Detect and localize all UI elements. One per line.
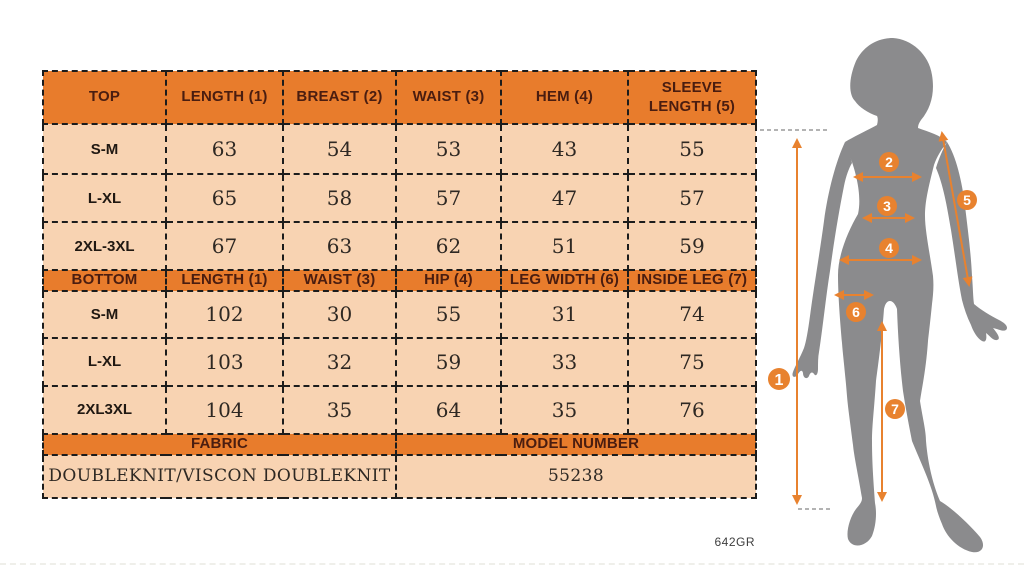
fabric-header: FABRIC [42,432,397,456]
marker-number: 4 [885,240,893,256]
size-label: S-M [42,289,167,339]
measurement-figure: 1 2 3 4 5 6 7 [760,38,1008,553]
marker-badge-2: 2 [879,152,899,172]
table-row: 2XL-3XL 67 63 62 51 59 [42,221,757,271]
table-row: L-XL 103 32 59 33 75 [42,336,757,387]
column-header: WAIST (3) [282,269,397,292]
table-cell: 55 [395,289,502,339]
marker-badge-4: 4 [879,238,899,258]
table-cell: 32 [282,336,397,387]
table-cell: 102 [165,289,284,339]
table-cell: 63 [165,123,284,175]
column-header: SLEEVE LENGTH (5) [627,70,757,125]
table-row: S-M 102 30 55 31 74 [42,289,757,339]
table-cell: 31 [500,289,629,339]
table-cell: 35 [282,384,397,435]
model-number-header: MODEL NUMBER [395,432,757,456]
marker-number: 5 [963,192,971,208]
marker-number: 7 [891,401,899,417]
table-cell: 47 [500,173,629,223]
table-cell: 104 [165,384,284,435]
column-header: LENGTH (1) [165,70,284,125]
table-row: S-M 63 54 53 43 55 [42,123,757,175]
table-cell: 103 [165,336,284,387]
fabric-value: DOUBLEKNIT/VISCON DOUBLEKNIT [42,453,397,499]
table-cell: 65 [165,173,284,223]
column-header: BREAST (2) [282,70,397,125]
table-cell: 35 [500,384,629,435]
size-label: 2XL-3XL [42,221,167,271]
table-cell: 53 [395,123,502,175]
table-cell: 75 [627,336,757,387]
column-header: HIP (4) [395,269,502,292]
model-number-value: 55238 [395,453,757,499]
table-cell: 54 [282,123,397,175]
marker-badge-7: 7 [885,399,905,419]
table-row: 2XL3XL 104 35 64 35 76 [42,384,757,435]
table-cell: 51 [500,221,629,271]
marker-badge-5: 5 [957,190,977,210]
table-cell: 64 [395,384,502,435]
table-cell: 58 [282,173,397,223]
size-label: L-XL [42,173,167,223]
table-cell: 67 [165,221,284,271]
table-cell: 30 [282,289,397,339]
table-cell: 43 [500,123,629,175]
top-header-row: TOP LENGTH (1) BREAST (2) WAIST (3) HEM … [42,70,757,125]
size-label: 2XL3XL [42,384,167,435]
measure-arrow-5-sleeve [938,131,973,287]
table-cell: 33 [500,336,629,387]
marker-number: 2 [885,154,893,170]
marker-number: 1 [775,372,784,389]
table-row: L-XL 65 58 57 47 57 [42,173,757,223]
column-header: WAIST (3) [395,70,502,125]
table-cell: 62 [395,221,502,271]
product-code: 642GR [714,535,755,549]
column-header: INSIDE LEG (7) [627,269,757,292]
marker-badge-1: 1 [768,368,790,390]
table-cell: 57 [627,173,757,223]
table-cell: 76 [627,384,757,435]
table-cell: 74 [627,289,757,339]
marker-badge-6: 6 [846,302,866,322]
column-header: LEG WIDTH (6) [500,269,629,292]
size-chart-table: TOP LENGTH (1) BREAST (2) WAIST (3) HEM … [42,70,757,499]
footer-value-row: DOUBLEKNIT/VISCON DOUBLEKNIT 55238 [42,453,757,499]
bottom-header-row: BOTTOM LENGTH (1) WAIST (3) HIP (4) LEG … [42,269,757,292]
table-cell: 59 [395,336,502,387]
female-silhouette [838,38,984,553]
silhouette-left-arm [792,142,852,379]
column-header: BOTTOM [42,269,167,292]
size-label: S-M [42,123,167,175]
table-cell: 63 [282,221,397,271]
marker-badge-3: 3 [877,196,897,216]
marker-number: 3 [883,198,891,214]
marker-number: 6 [852,304,860,320]
size-label: L-XL [42,336,167,387]
column-header: HEM (4) [500,70,629,125]
footer-header-row: FABRIC MODEL NUMBER [42,432,757,456]
column-header: TOP [42,70,167,125]
table-cell: 57 [395,173,502,223]
table-cell: 55 [627,123,757,175]
column-header: LENGTH (1) [165,269,284,292]
silhouette-right-arm [936,142,1008,342]
cropped-bottom-row-hint [0,563,1024,565]
table-cell: 59 [627,221,757,271]
